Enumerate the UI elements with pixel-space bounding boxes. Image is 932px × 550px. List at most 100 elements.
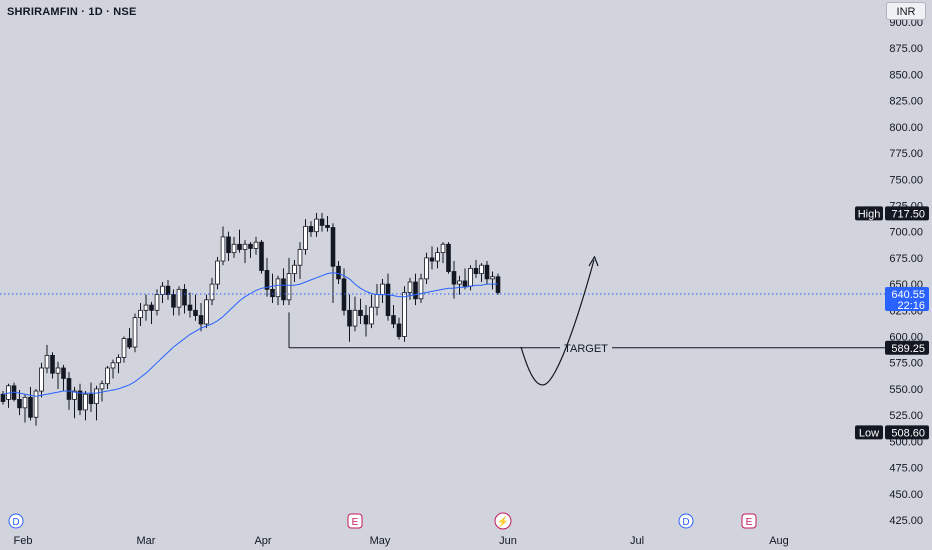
y-tick-label: 525.00: [889, 410, 923, 422]
earnings-icon: [347, 513, 363, 529]
candle-body: [28, 396, 33, 418]
candle-body: [110, 362, 116, 369]
x-tick-label: May: [370, 535, 391, 547]
event-marker-earnings[interactable]: E: [347, 513, 363, 529]
event-marker-dividend[interactable]: D: [678, 513, 694, 529]
low-tag-label-box: [855, 425, 883, 440]
candle-down: [171, 289, 176, 316]
x-tick-label: Jun: [499, 535, 517, 547]
candle-down: [484, 261, 490, 285]
candle-body: [286, 273, 292, 301]
target-tag-value: 589.25: [891, 343, 925, 355]
event-marker-earnings[interactable]: E: [741, 513, 757, 529]
candle-body: [83, 393, 88, 411]
x-tick-label: Feb: [14, 535, 33, 547]
candle-up: [39, 362, 44, 398]
y-tick-label: 750.00: [889, 174, 923, 186]
candle-body: [303, 226, 308, 250]
candle-down: [198, 302, 204, 332]
target-tag: 589.25: [885, 340, 929, 355]
candle-body: [171, 294, 176, 308]
candle-body: [330, 227, 336, 267]
candle-body: [402, 292, 407, 337]
candle-up: [160, 282, 165, 303]
projection-curve: [520, 259, 595, 386]
currency-button[interactable]: INR: [886, 2, 926, 20]
candle-down: [347, 294, 352, 342]
event-marker-split[interactable]: ⚡: [494, 512, 512, 530]
candle-down: [473, 259, 479, 278]
candle-body: [226, 236, 231, 254]
candle-body: [17, 399, 22, 409]
candle-body: [149, 304, 154, 311]
candle-body: [0, 393, 6, 402]
y-tick-label: 450.00: [889, 489, 923, 501]
candle-down: [17, 389, 22, 416]
last-price-box: [885, 287, 929, 312]
candle-body: [369, 306, 374, 325]
candle-body: [165, 285, 171, 295]
candle-down: [88, 382, 94, 413]
candle-up: [116, 354, 121, 374]
last-price-value: 640.55: [891, 289, 925, 301]
candle-body: [231, 243, 237, 254]
candle-body: [160, 285, 165, 295]
candle-down: [451, 261, 457, 299]
candle-up: [303, 219, 308, 255]
candle-body: [358, 309, 363, 316]
candle-down: [319, 212, 325, 232]
dividend-icon: [8, 513, 24, 529]
event-marker-text: D: [682, 517, 689, 528]
candle-body: [380, 283, 385, 295]
candle-up: [204, 294, 209, 329]
low-tag: Low 508.60: [855, 425, 929, 440]
candle-body: [374, 294, 380, 308]
candle-down: [281, 268, 286, 306]
y-tick-label: 500.00: [889, 436, 923, 448]
event-marker-text: ⚡: [497, 515, 509, 528]
y-tick-label: 875.00: [889, 43, 923, 55]
candle-up: [143, 294, 149, 321]
candle-body: [484, 264, 490, 280]
candle-body: [308, 226, 314, 233]
candle-body: [61, 367, 66, 379]
event-marker-dividend[interactable]: D: [8, 513, 24, 529]
price-axis: 900.00 875.00 850.00 825.00 800.00 775.00 750.…: [889, 17, 923, 527]
candle-down: [385, 273, 391, 321]
high-tag-label: High: [858, 208, 881, 220]
candle-body: [209, 283, 215, 301]
candle-body: [451, 271, 457, 285]
candle-down: [61, 364, 66, 392]
candle-body: [446, 243, 451, 272]
high-tag-value: 717.50: [891, 208, 925, 220]
candle-down: [237, 229, 242, 253]
candle-down: [336, 261, 341, 285]
candle-up: [424, 252, 429, 285]
candle-down: [165, 279, 171, 300]
candle-body: [325, 224, 330, 228]
x-tick-label: Apr: [254, 535, 271, 547]
y-tick-label: 550.00: [889, 384, 923, 396]
candle-body: [99, 383, 105, 390]
candle-body: [462, 280, 468, 287]
candle-down: [0, 391, 6, 405]
candle-down: [264, 257, 270, 297]
candle-up: [22, 394, 28, 423]
y-tick-label: 475.00: [889, 463, 923, 475]
high-tag: High 717.50: [855, 206, 929, 221]
candle-down: [259, 240, 264, 274]
candle-up: [457, 275, 462, 295]
y-tick-label: 800.00: [889, 122, 923, 134]
high-tag-label-box: [855, 206, 883, 221]
high-tag-value-box: [885, 206, 929, 221]
candles: [0, 212, 501, 426]
candle-up: [132, 313, 138, 353]
candle-body: [193, 309, 198, 316]
candle-body: [468, 267, 473, 287]
candle-up: [407, 277, 413, 300]
candle-down: [391, 305, 396, 329]
candle-body: [198, 315, 204, 325]
candle-body: [154, 294, 160, 311]
